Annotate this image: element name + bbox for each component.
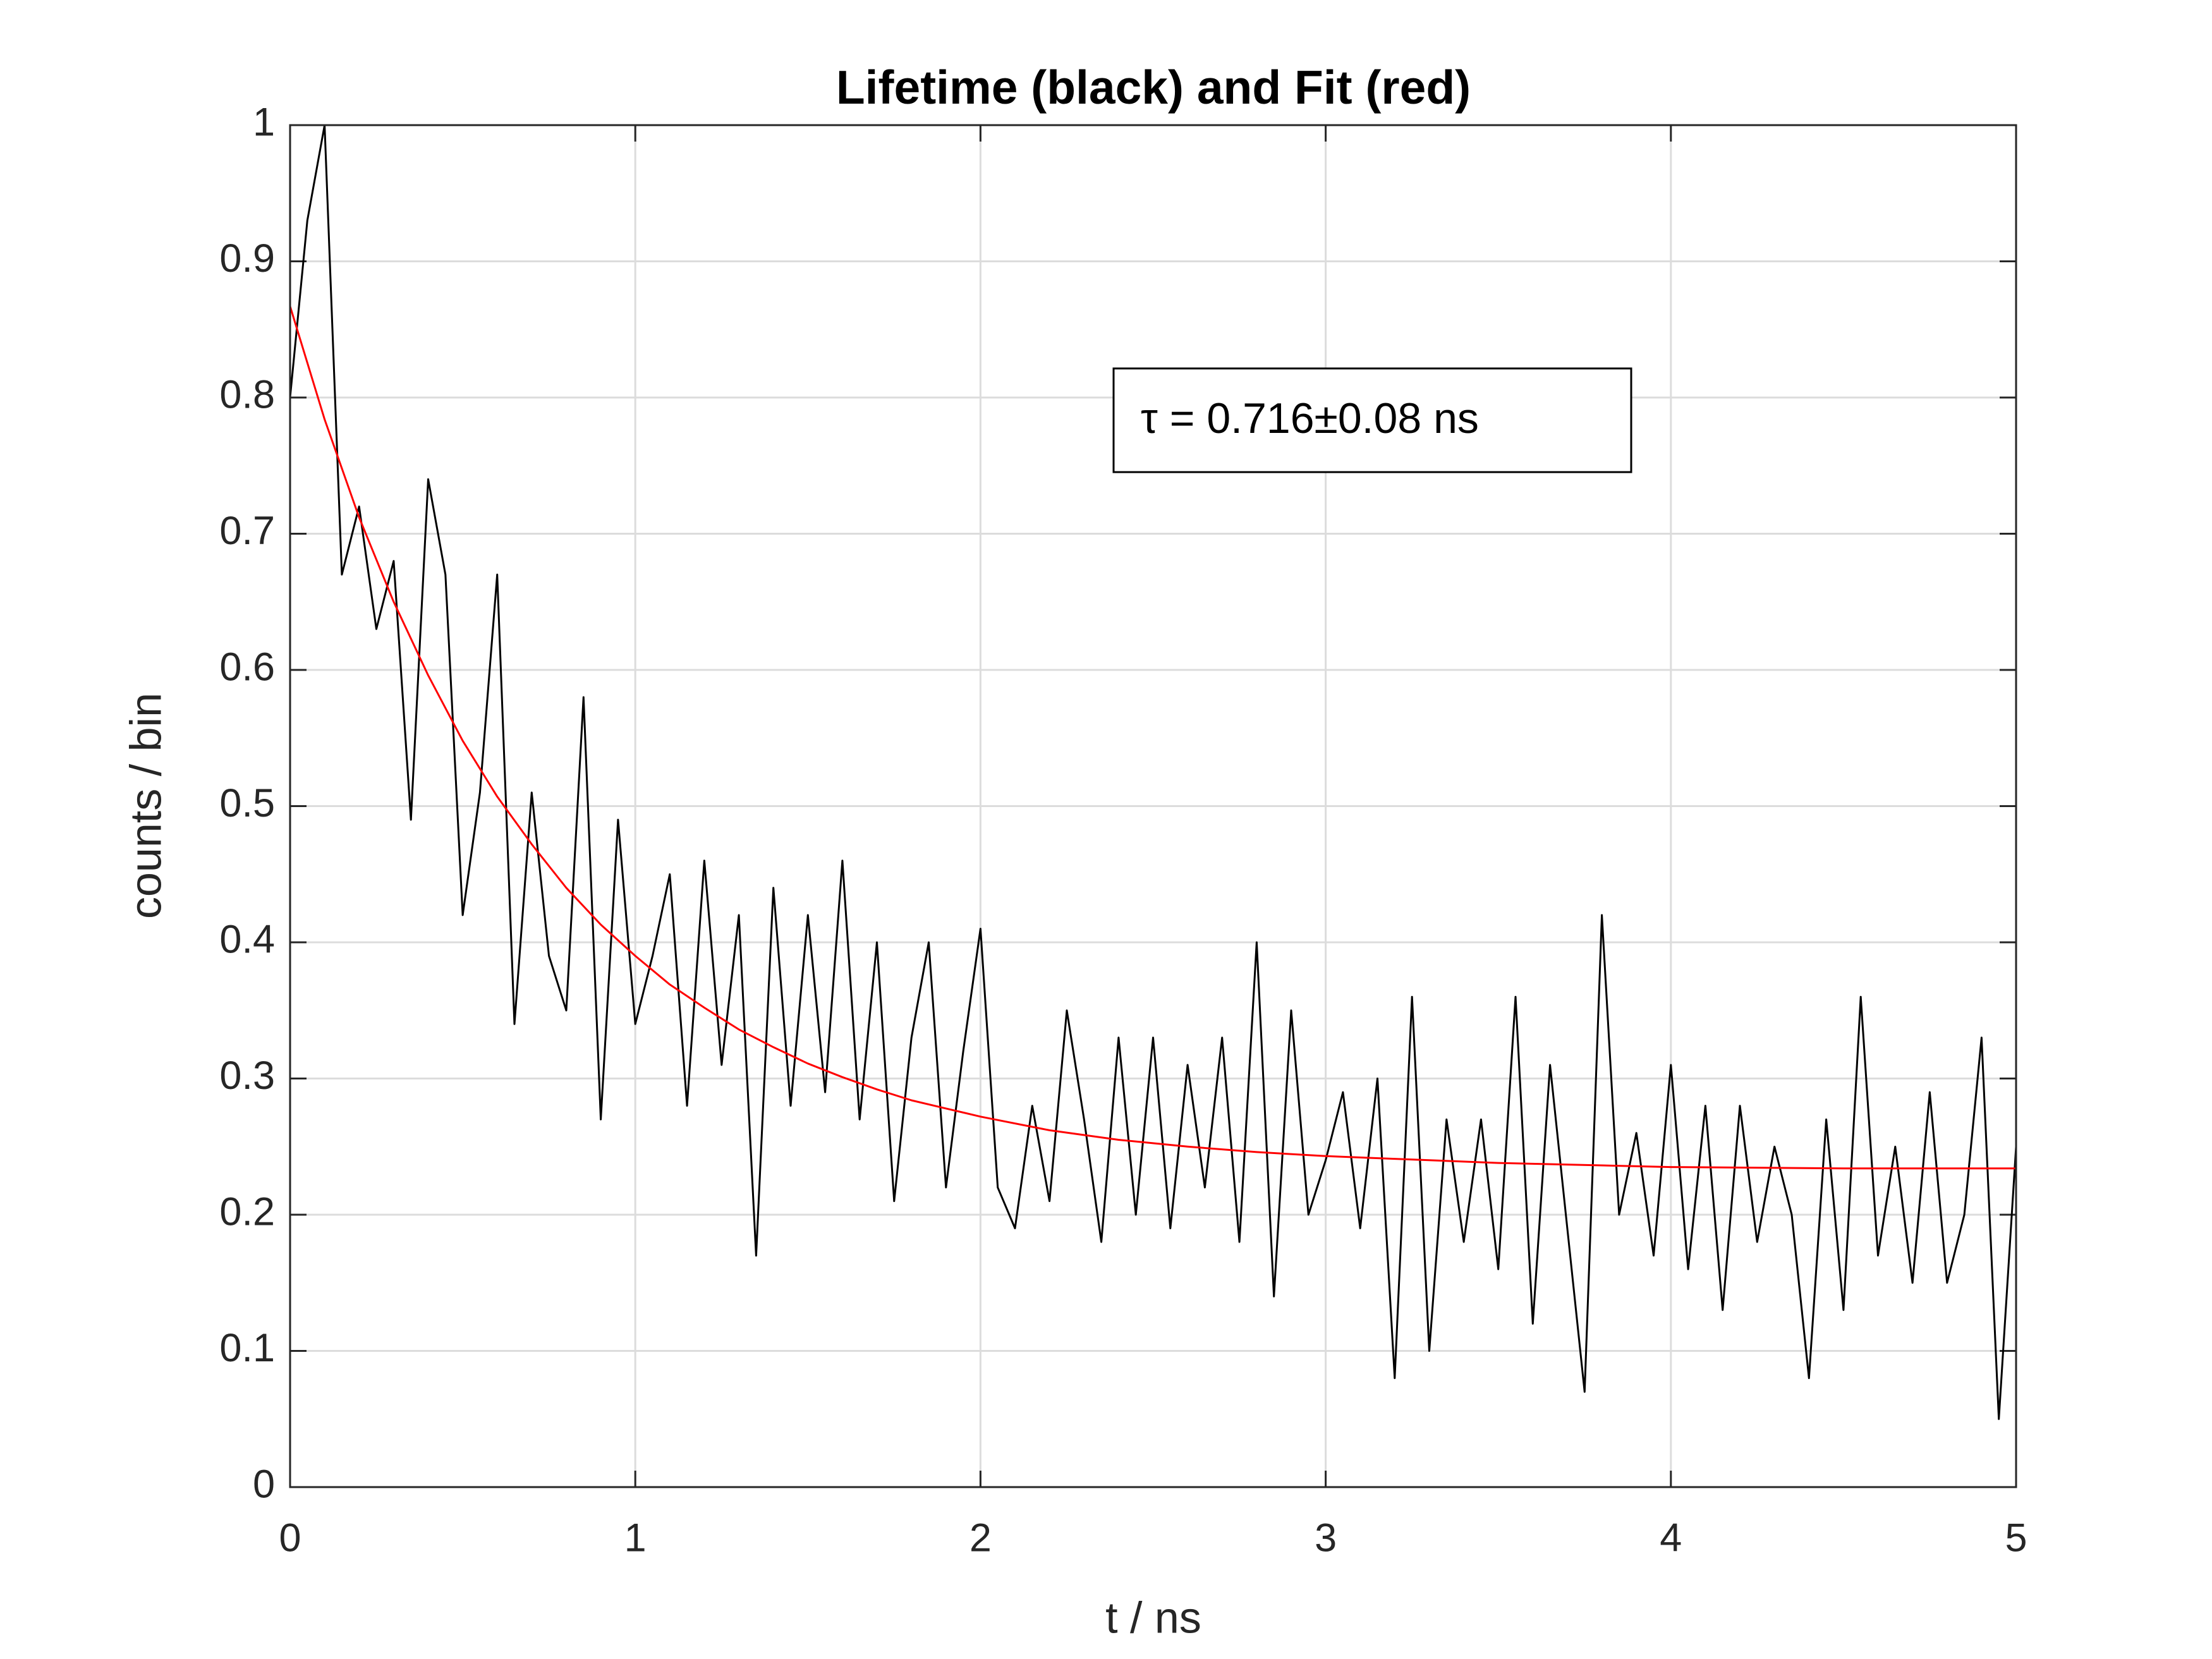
annotation: τ = 0.716±0.08 ns — [1141, 394, 1479, 442]
y-tick-label: 0.4 — [219, 918, 275, 962]
chart-title: Lifetime (black) and Fit (red) — [836, 61, 1471, 114]
y-tick-label: 0.9 — [219, 236, 275, 281]
y-tick-label: 0.3 — [219, 1054, 275, 1098]
y-tick-label: 1 — [253, 100, 275, 145]
y-tick-label: 0 — [253, 1462, 275, 1507]
x-tick-label: 0 — [279, 1516, 301, 1560]
y-axis-label: counts / bin — [121, 693, 170, 919]
y-tick-label: 0.7 — [219, 509, 275, 553]
x-tick-label: 1 — [624, 1516, 647, 1560]
marks — [289, 124, 2017, 1420]
x-axis-label: t / ns — [1105, 1593, 1201, 1642]
y-tick-label: 0.1 — [219, 1326, 275, 1370]
x-tick-label: 4 — [1660, 1516, 1682, 1560]
data-line — [289, 306, 2016, 1170]
y-tick-label: 0.2 — [219, 1190, 275, 1234]
y-tick-label: 0.6 — [219, 645, 275, 690]
y-tick-label: 0.8 — [219, 373, 275, 417]
plot-frame — [289, 124, 2017, 1488]
data-line — [289, 124, 2017, 1420]
x-tick-label: 3 — [1315, 1516, 1337, 1560]
x-tick-label: 5 — [2005, 1516, 2027, 1560]
x-tick-label: 2 — [969, 1516, 992, 1560]
y-tick-label: 0.5 — [219, 781, 275, 825]
annotation-box — [1112, 367, 1632, 473]
